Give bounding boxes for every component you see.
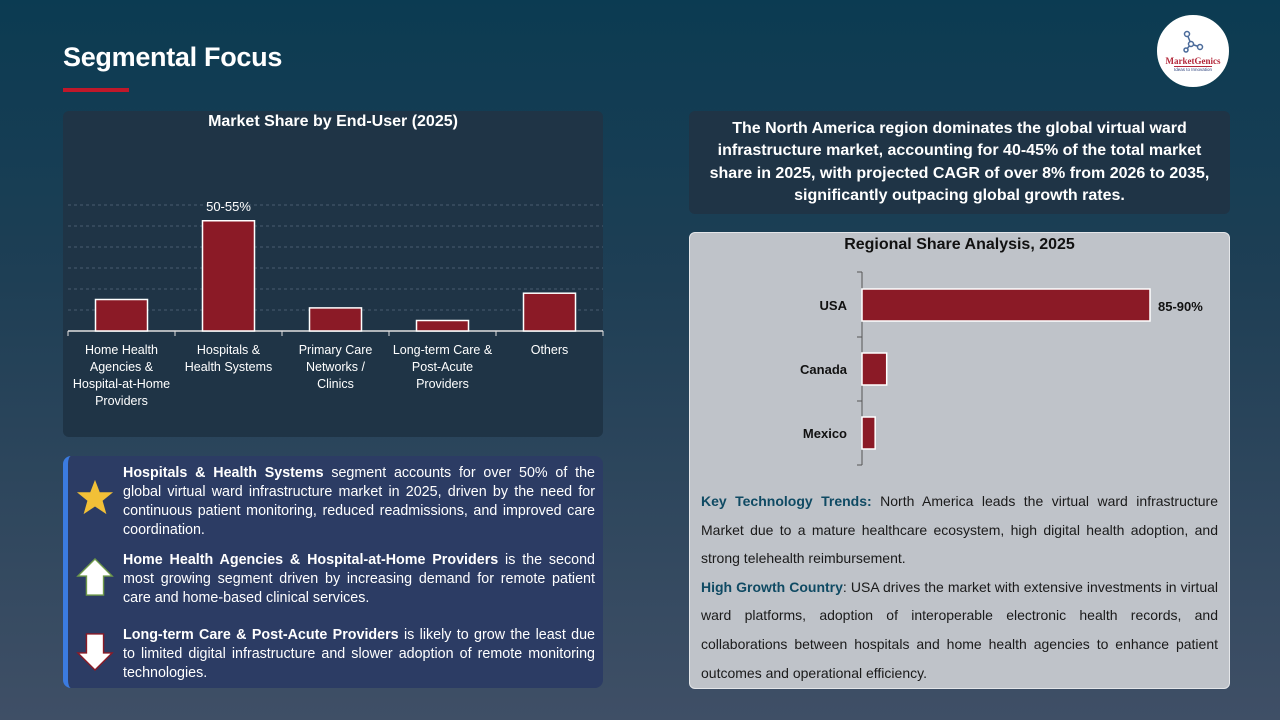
arrow-down-icon xyxy=(76,633,114,672)
star-icon xyxy=(76,479,114,515)
trend-label: High Growth Country xyxy=(701,578,843,595)
insight-heading: Hospitals & Health Systems xyxy=(123,465,324,481)
data-label: 50-55% xyxy=(206,199,251,214)
bar xyxy=(522,292,577,332)
molecule-icon xyxy=(1183,30,1204,53)
bar xyxy=(415,319,470,332)
insight-item: Home Health Agencies & Hospital-at-Home … xyxy=(123,551,595,608)
x-tick-label: Home Health Agencies & Hospital-at-Home Pro… xyxy=(73,343,170,408)
insight-item: Long-term Care & Post-Acute Providers is… xyxy=(123,626,595,683)
x-tick-label: Others xyxy=(531,343,569,357)
x-tick-label: Long-term Care & Post-Acute Providers xyxy=(393,343,493,391)
bar xyxy=(861,288,1151,322)
logo: MarketGenics Ideas to Innovation xyxy=(1155,13,1231,89)
x-tick-label: Hospitals & Health Systems xyxy=(185,343,273,374)
bar xyxy=(201,220,256,332)
key-trends: Key Technology Trends: North America lea… xyxy=(701,487,1218,573)
y-tick-label: Canada xyxy=(800,362,848,377)
bar xyxy=(94,298,149,332)
insight-heading: Home Health Agencies & Hospital-at-Home … xyxy=(123,552,499,568)
insight-item: Hospitals & Health Systems segment accou… xyxy=(123,464,595,540)
insights-panel: Hospitals & Health Systems segment accou… xyxy=(63,456,603,688)
insight-text: is likely to grow the least due to limit… xyxy=(123,627,596,681)
arrow-up-icon xyxy=(76,557,114,596)
bar xyxy=(861,352,888,386)
bar xyxy=(861,416,876,450)
bar xyxy=(308,307,363,332)
trend-text: North America leads the virtual ward inf… xyxy=(701,493,1218,567)
high-growth: High Growth Country: USA drives the mark… xyxy=(701,573,1218,687)
end-user-chart-panel xyxy=(63,111,603,437)
insight-heading: Long-term Care & Post-Acute Providers xyxy=(123,627,399,643)
region-summary: The North America region dominates the g… xyxy=(689,111,1230,214)
insight-text: is the second most growing segment drive… xyxy=(123,552,595,606)
insight-text: segment accounts for over 50% of the glo… xyxy=(123,465,595,538)
logo-name: MarketGenics xyxy=(1165,56,1221,66)
data-label: 85-90% xyxy=(1158,299,1203,314)
trend-label: Key Technology Trends: xyxy=(701,493,872,509)
regional-chart-title: Regional Share Analysis, 2025 xyxy=(844,236,1075,253)
y-tick-label: Mexico xyxy=(803,426,847,441)
x-tick-label: Primary Care Networks / Clinics xyxy=(299,343,373,391)
end-user-chart-title: Market Share by End-User (2025) xyxy=(208,113,458,130)
logo-tagline: Ideas to Innovation xyxy=(1173,66,1213,72)
title-underline xyxy=(63,88,129,92)
trends-text: Key Technology Trends: North America lea… xyxy=(701,487,1218,687)
y-tick-label: USA xyxy=(820,298,848,313)
page-title: Segmental Focus xyxy=(63,42,283,72)
trend-text: : USA drives the market with extensive i… xyxy=(701,578,1218,681)
